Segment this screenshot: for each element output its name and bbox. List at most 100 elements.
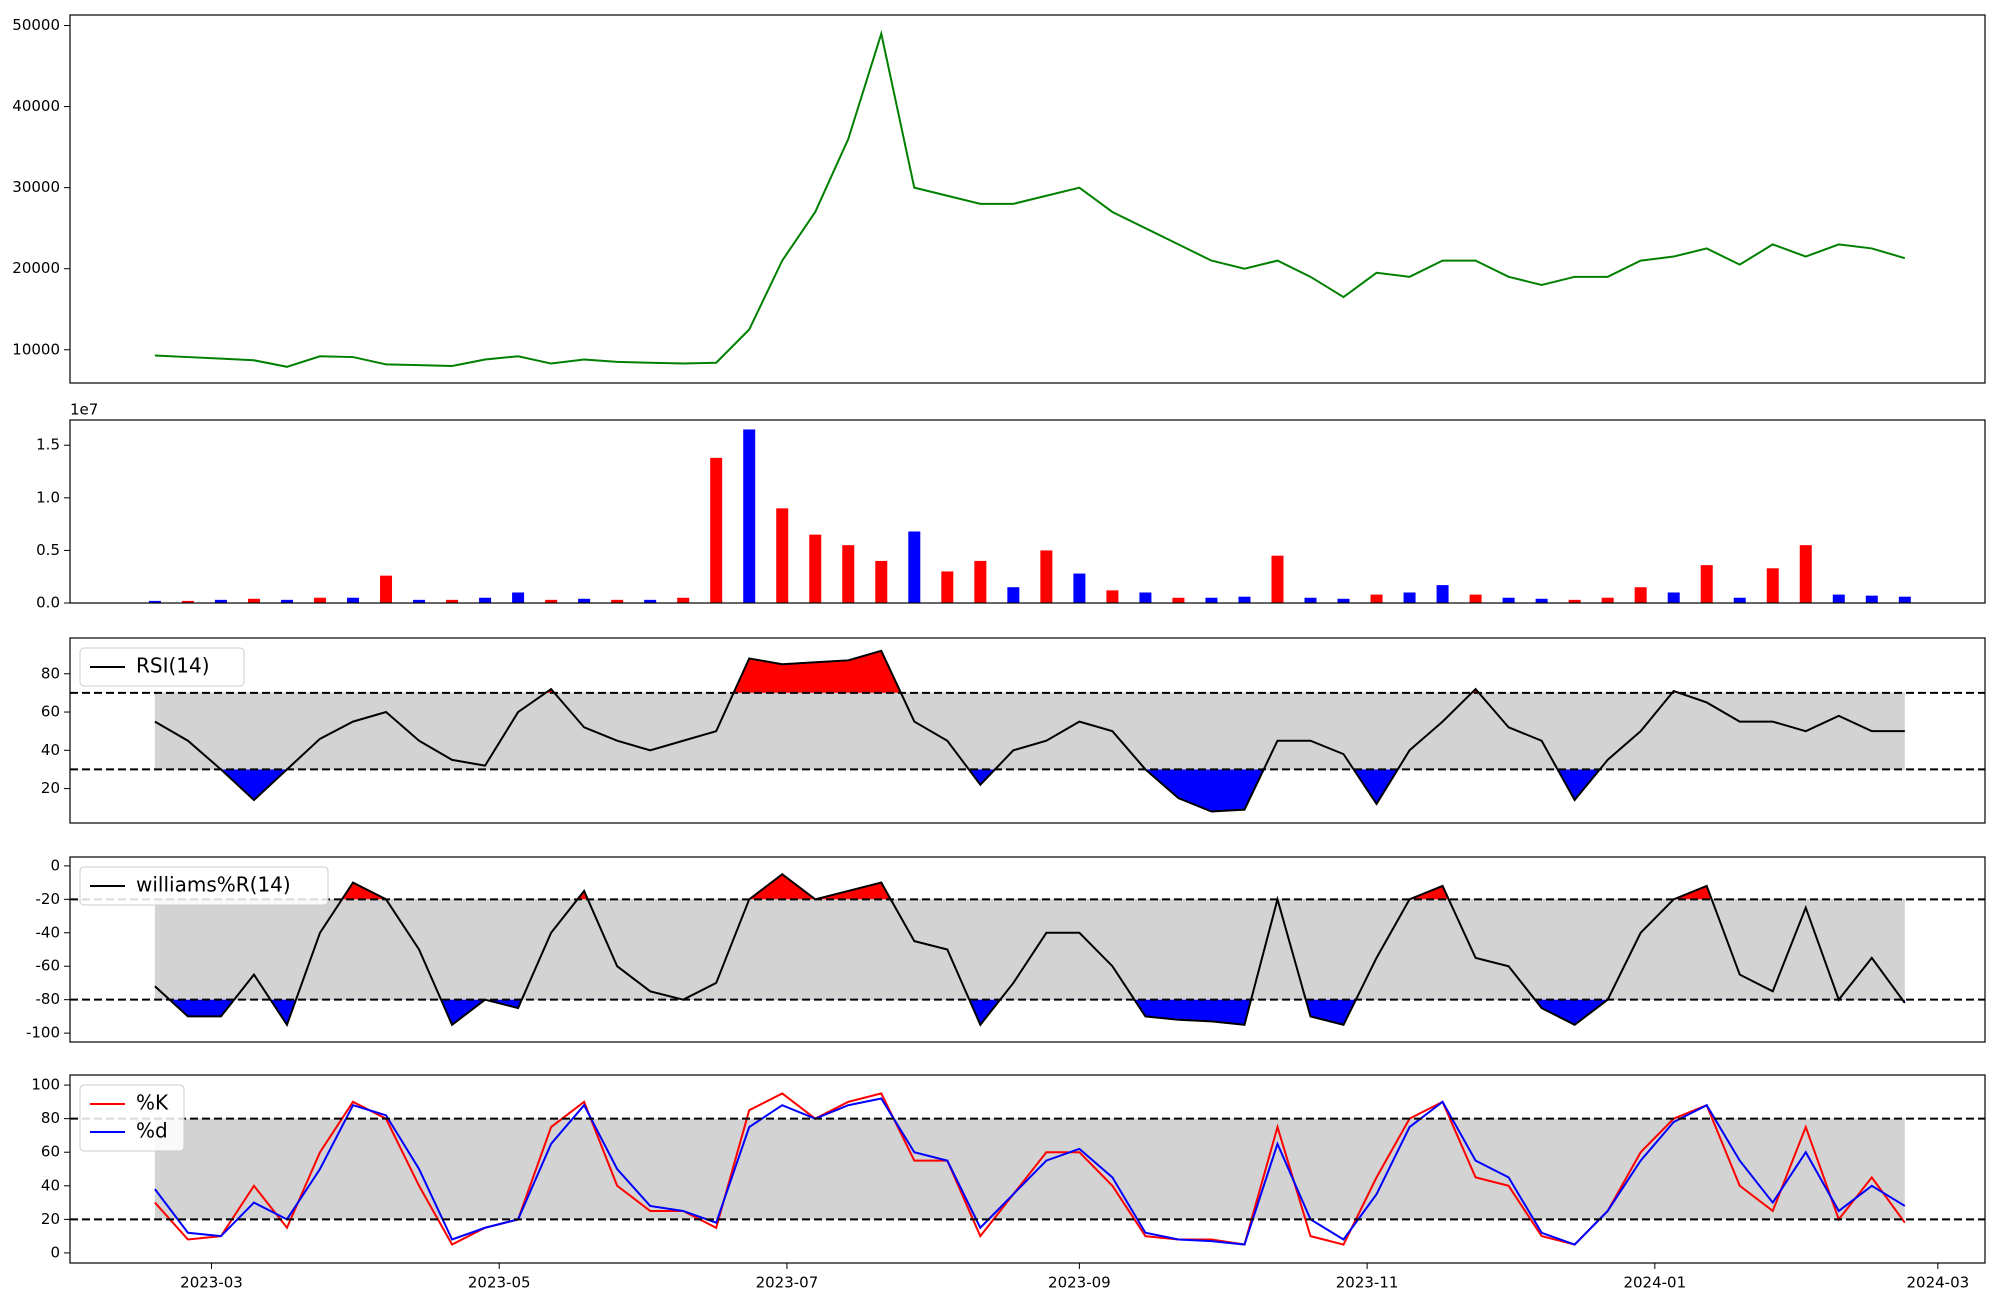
volume-bar	[710, 457, 723, 603]
y-tick-label: 80	[41, 1109, 60, 1127]
oversold-fill	[154, 999, 1905, 1025]
volume-bar	[247, 598, 260, 603]
y-tick-label: 1.0	[36, 488, 60, 506]
y-tick-label: 60	[41, 1143, 60, 1161]
y-tick-label: 1.5	[36, 436, 60, 454]
axes-frame	[69, 14, 1986, 384]
threshold-band	[154, 899, 1905, 1000]
panel: -100 -80 -60 -40 -20 0 williams%R(14)	[26, 856, 1986, 1043]
x-tick-label: 2023-05	[468, 1274, 531, 1292]
y-tick-label: 0.5	[36, 541, 60, 559]
x-tick-label: 2023-11	[1336, 1274, 1399, 1292]
volume-bar	[347, 597, 360, 603]
volume-bar	[1271, 555, 1284, 603]
y-tick-label: 40	[41, 1176, 60, 1194]
axes-frame	[69, 856, 1986, 1043]
panel: 0 20 40 60 80 100 %K %d 2023-03 2023-05 2023-07 202…	[31, 1074, 1986, 1292]
volume-bar	[1700, 565, 1713, 603]
volume-bar	[413, 599, 426, 603]
legend-box	[79, 866, 329, 906]
panel: 10000 20000 30000 40000 50000	[12, 14, 1986, 384]
volume-bar	[1172, 597, 1185, 603]
volume-bar	[1205, 597, 1218, 603]
plot-area	[70, 1092, 1985, 1246]
volume-bar	[1865, 595, 1878, 603]
x-tick-label: 2024-01	[1623, 1274, 1686, 1292]
series-line	[154, 1097, 1906, 1246]
y-tick-label: 100	[31, 1076, 60, 1094]
oversold-fill	[220, 769, 1600, 812]
legend-label: RSI(14)	[136, 654, 210, 678]
y-tick-label: 40000	[12, 97, 60, 115]
y-tick-label: 0.0	[36, 594, 60, 612]
series-line	[154, 29, 1906, 368]
panel: 20 40 60 80 RSI(14)	[41, 637, 1986, 824]
volume-bar	[644, 599, 657, 603]
volume-bar	[313, 597, 326, 603]
volume-bar	[446, 599, 459, 603]
volume-bar	[1139, 592, 1152, 603]
volume-bar	[380, 575, 393, 603]
volume-bar	[1040, 550, 1053, 603]
y-tick-label: 0	[50, 1243, 60, 1261]
legend-label: %d	[136, 1119, 168, 1143]
volume-bar	[677, 597, 690, 603]
volume-bar	[1337, 598, 1350, 603]
plot-area	[148, 429, 1911, 603]
y-tick-label: -40	[36, 923, 61, 941]
y-tick-label: -60	[36, 957, 61, 975]
volume-bar	[743, 429, 756, 603]
series-line	[154, 872, 1906, 1027]
offset-label: 1e7	[70, 401, 98, 419]
volume-bar	[479, 597, 492, 603]
volume-bar	[280, 599, 293, 603]
legend-label: williams%R(14)	[136, 873, 291, 897]
axes-frame	[69, 637, 1986, 824]
volume-bar	[148, 600, 161, 603]
volume-bar	[809, 534, 822, 603]
volume-bar	[1469, 594, 1482, 603]
plot-area	[70, 649, 1985, 813]
volume-bar	[842, 545, 855, 603]
volume-bar	[1634, 587, 1647, 603]
volume-bar	[1832, 594, 1845, 603]
volume-bar	[1502, 597, 1515, 603]
volume-bar	[611, 599, 624, 603]
y-tick-label: 10000	[12, 340, 60, 358]
volume-bar	[1403, 592, 1416, 603]
volume-bar	[1370, 594, 1383, 603]
legend-label: %K	[136, 1091, 169, 1115]
y-tick-label: -100	[26, 1024, 60, 1042]
plot-area	[154, 29, 1906, 368]
threshold-band	[154, 692, 1905, 770]
plot-area	[70, 872, 1985, 1027]
volume-bar	[776, 508, 789, 603]
volume-bar	[1601, 597, 1614, 603]
volume-bar	[875, 560, 888, 603]
volume-bar	[181, 600, 194, 603]
volume-bar	[1568, 599, 1581, 603]
volume-bar	[1898, 596, 1911, 603]
y-tick-label: 40	[41, 741, 60, 759]
volume-bar	[1073, 573, 1086, 603]
y-tick-label: -80	[36, 990, 61, 1008]
axes-frame	[69, 419, 1986, 604]
volume-bar	[578, 598, 591, 603]
volume-bar	[908, 531, 921, 603]
y-tick-label: 20	[41, 779, 60, 797]
y-tick-label: 50000	[12, 16, 60, 34]
volume-bar	[1667, 592, 1680, 603]
legend-box	[79, 647, 245, 687]
overbought-fill	[545, 650, 1680, 693]
axes-frame	[69, 1074, 1986, 1264]
volume-bar	[941, 571, 954, 603]
volume-bar	[1766, 568, 1779, 603]
volume-bar	[1799, 545, 1812, 603]
volume-bar	[1238, 596, 1251, 603]
y-tick-label: 20	[41, 1210, 60, 1228]
volume-bar	[1304, 597, 1317, 603]
volume-bar	[1436, 585, 1449, 603]
y-tick-label: 20000	[12, 259, 60, 277]
y-tick-label: 80	[41, 664, 60, 682]
